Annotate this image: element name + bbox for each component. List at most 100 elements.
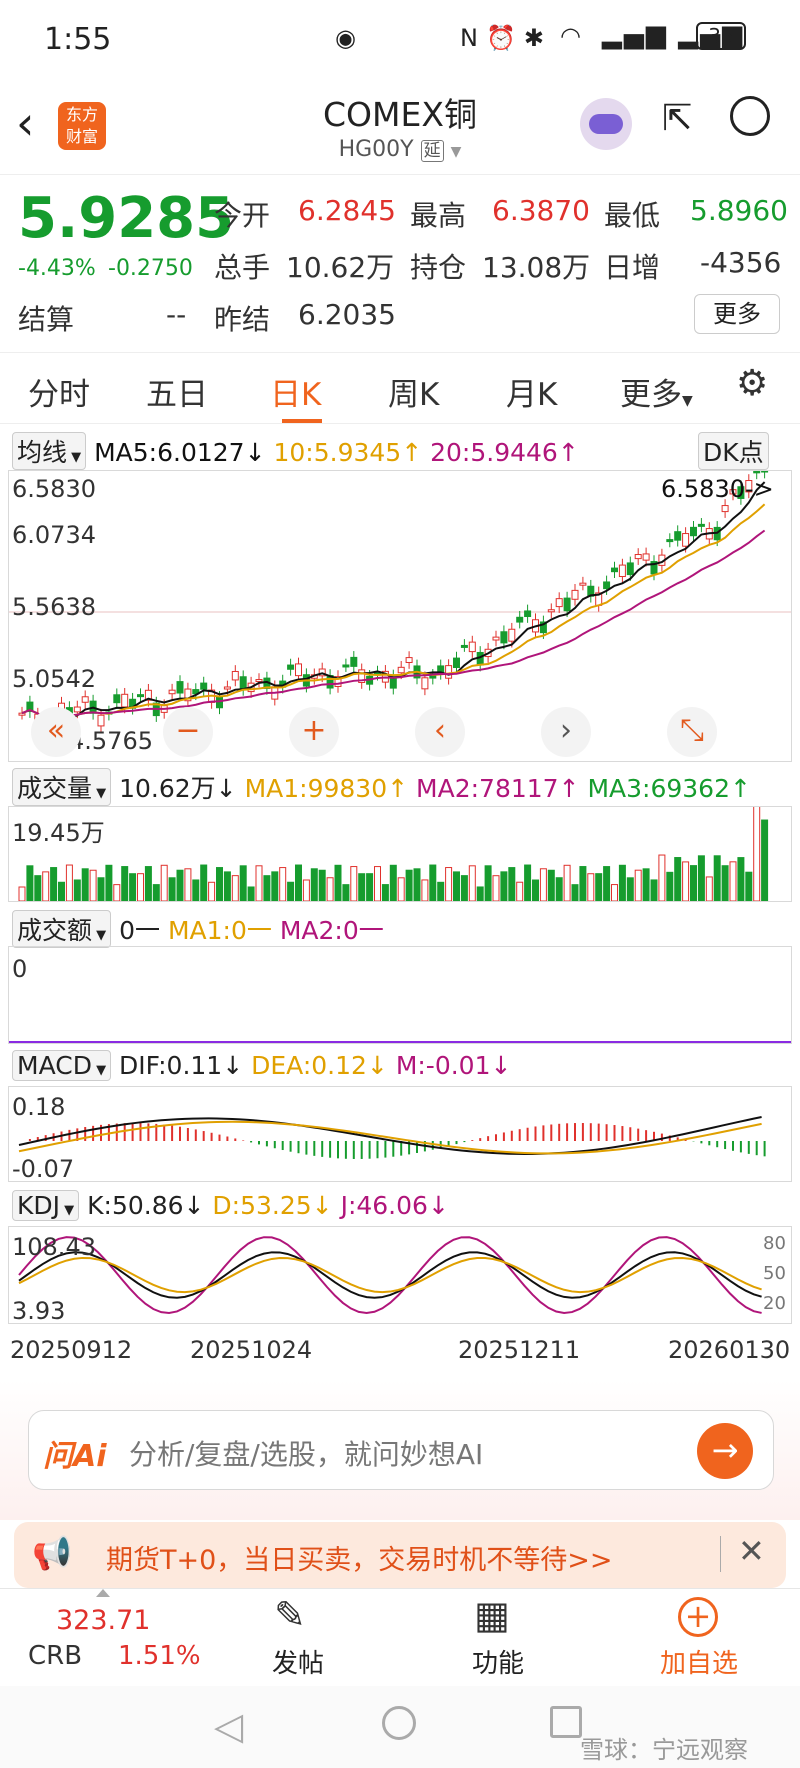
dif-line [18, 1116, 762, 1155]
price-tick-3: 5.5638 [12, 593, 96, 621]
promo-divider [720, 1536, 721, 1572]
volume-bar [279, 867, 287, 901]
kdj-select[interactable]: KDJ ▼ [12, 1190, 80, 1221]
caret-down-icon: ▼ [92, 786, 107, 801]
add-watchlist-button[interactable]: 加自选 [660, 1649, 739, 1679]
more-button[interactable]: 更多 [694, 294, 780, 334]
candle-body [674, 531, 682, 541]
ai-search-bar[interactable]: 问Ai 分析/复盘/选股，就问妙想AI → [28, 1410, 774, 1490]
candle-body [81, 696, 89, 703]
volume-bar [374, 866, 381, 901]
volume-bar [334, 864, 342, 901]
amount-ma2: MA2:0一 [279, 916, 384, 945]
rewind-icon[interactable]: « [31, 707, 81, 757]
volume-chart [18, 807, 769, 901]
volume-bar [318, 869, 326, 901]
kline-panel[interactable]: 6.5830 6.0734 5.5638 5.0542 4.5765 6.583… [8, 470, 792, 762]
crb-label[interactable]: CRB [28, 1641, 83, 1671]
amount-select[interactable]: 成交额 ▼ [12, 910, 112, 948]
system-nav-bar: ◁ 雪球：宁远观察 [0, 1686, 800, 1768]
tab-monthly-k[interactable]: 月K [506, 377, 558, 413]
tab-more[interactable]: 更多▼ [620, 369, 693, 414]
volume-bar [761, 819, 769, 901]
price-tick-1: 6.5830 [12, 475, 96, 503]
home-circle-icon[interactable] [382, 1706, 416, 1740]
contract-code[interactable]: HG00Y 延 ▼ [250, 136, 550, 162]
tab-five-day[interactable]: 五日 [146, 377, 208, 413]
edit-icon[interactable]: ✎ [274, 1593, 306, 1637]
zoom-out-icon[interactable]: − [163, 707, 213, 757]
share-icon[interactable]: ⇱ [662, 98, 693, 139]
macd-m: M:-0.01↓ [395, 1051, 512, 1080]
back-arrow-icon[interactable]: ‹ [16, 96, 35, 150]
zoom-in-icon[interactable]: + [289, 707, 339, 757]
candle-body [508, 628, 516, 642]
function-button[interactable]: 功能 [472, 1649, 525, 1679]
kdj-panel[interactable]: 108.43 3.93 80 50 20 [8, 1226, 792, 1325]
search-icon[interactable] [730, 96, 770, 136]
volume-bar [65, 864, 73, 901]
volume-bar [287, 881, 295, 901]
volume-bar [603, 866, 611, 901]
volume-bar [539, 868, 547, 901]
close-icon[interactable]: ✕ [738, 1532, 765, 1570]
volume-select[interactable]: 成交量 ▼ [12, 768, 112, 806]
candle-body [666, 539, 674, 543]
kdj-line [18, 1236, 762, 1315]
amount-panel[interactable]: 0 [8, 946, 792, 1044]
candle-body [500, 631, 508, 644]
volume-bar [144, 866, 152, 901]
volume-bar [532, 879, 539, 901]
volume-panel[interactable]: 19.45万 [8, 806, 792, 902]
volume-bar [302, 879, 310, 901]
app-status-icon: ◉ [335, 24, 356, 52]
promo-banner[interactable]: 📢 期货T+0，当日买卖，交易时机不等待>> ✕ [14, 1522, 786, 1588]
kdj-line [18, 1256, 762, 1294]
ma-line [21, 529, 766, 719]
kline-chart [9, 471, 791, 739]
battery-icon: 35 [696, 22, 746, 50]
volume-bar [405, 869, 413, 901]
dea-line [18, 1120, 762, 1155]
macd-select[interactable]: MACD ▼ [12, 1050, 112, 1081]
macd-panel[interactable]: 0.18 -0.07 [8, 1086, 792, 1183]
promo-text: 期货T+0，当日买卖，交易时机不等待>> [106, 1545, 613, 1576]
dk-button[interactable]: DK点 [698, 432, 769, 470]
ma5-value: MA5:6.0127↓ [94, 438, 266, 467]
volume-bar [73, 879, 81, 901]
candle-body [753, 471, 761, 474]
candle-body [547, 609, 555, 613]
tab-intraday[interactable]: 分时 [28, 377, 90, 413]
volume-bar [611, 884, 618, 901]
tab-daily-k[interactable]: 日K [270, 377, 322, 413]
add-circle-icon[interactable]: + [678, 1597, 718, 1637]
fullscreen-icon[interactable]: ⤡ [667, 707, 717, 757]
back-triangle-icon[interactable]: ◁ [214, 1704, 244, 1748]
volume-bar [247, 886, 255, 901]
candle-body [721, 505, 729, 513]
gear-icon[interactable]: ⚙ [736, 363, 769, 404]
candle-body [97, 714, 105, 727]
chevron-right-icon[interactable]: › [541, 707, 591, 757]
volume-bar [34, 875, 42, 901]
chevron-down-icon: ▼ [450, 144, 462, 160]
arrow-right-icon[interactable]: → [697, 1423, 753, 1479]
kdj-ref-80: 80 [763, 1233, 786, 1254]
volume-value: 10.62万↓ [119, 774, 237, 803]
grid-icon[interactable]: ▦ [474, 1593, 510, 1637]
candle-body [223, 686, 231, 690]
vol-ma1: MA1:99830↑ [244, 774, 409, 803]
volume-bar [413, 868, 421, 901]
app-logo: 东方 财富 [58, 102, 106, 150]
post-button[interactable]: 发帖 [272, 1649, 325, 1679]
expand-arrow-icon[interactable] [96, 1589, 110, 1597]
high-marker: 6.5830-> [661, 475, 774, 503]
chevron-left-icon[interactable]: ‹ [415, 707, 465, 757]
ma-select[interactable]: 均线 ▼ [12, 432, 87, 470]
recents-square-icon[interactable] [550, 1706, 582, 1738]
amount-ma1: MA1:0一 [167, 916, 272, 945]
assistant-avatar[interactable] [580, 98, 632, 150]
tab-weekly-k[interactable]: 周K [388, 377, 440, 413]
macd-legend: MACD ▼ DIF:0.11↓ DEA:0.12↓ M:-0.01↓ [12, 1050, 511, 1081]
candle-body [745, 480, 753, 493]
